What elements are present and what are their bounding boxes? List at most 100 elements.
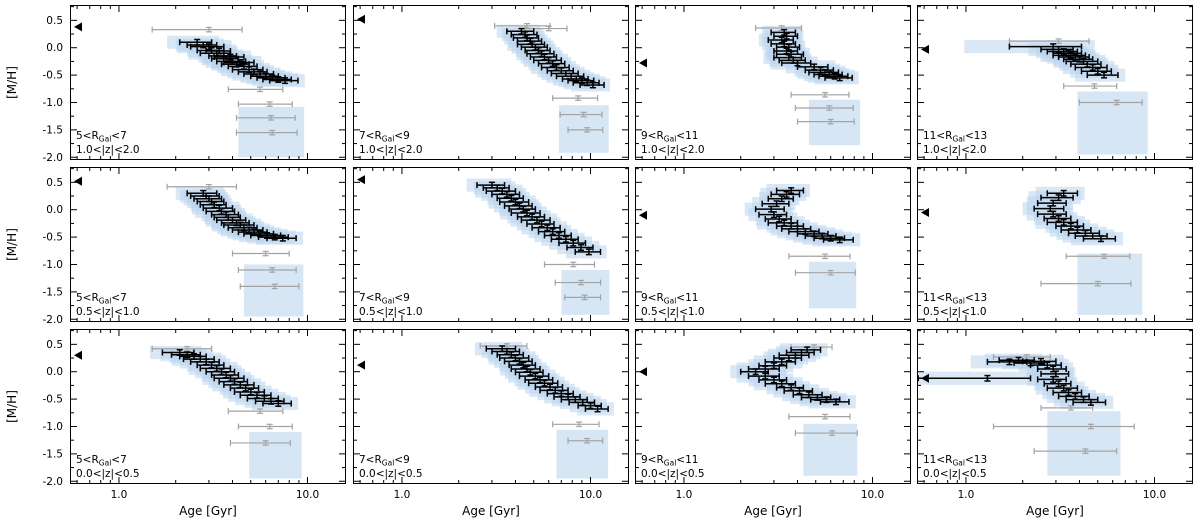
reference-arrow-icon — [639, 210, 647, 220]
data-point — [262, 399, 293, 407]
reference-arrow-icon — [74, 350, 82, 360]
panel-9<RGal<11-1.0<|z|<2.0: 9<RGal<111.0<|z|<2.0 — [635, 5, 911, 160]
data-point — [227, 86, 284, 93]
radius-bin-label: 11<RGal<13 — [923, 454, 987, 468]
data-point — [561, 75, 589, 83]
panel-9<RGal<11-0.5<|z|<1.0: 9<RGal<110.5<|z|<1.0 — [635, 167, 911, 322]
z-bin-label: 0.5<|z|<1.0 — [923, 306, 987, 318]
reference-arrow-icon — [921, 373, 929, 383]
panel-border — [635, 5, 911, 160]
x-tick-label: 10.0 — [296, 489, 319, 501]
radius-bin-label: 9<RGal<11 — [641, 292, 698, 306]
data-point — [566, 244, 594, 252]
data-point — [508, 205, 537, 213]
axis-ticks — [71, 330, 345, 483]
reference-arrow-icon — [921, 207, 929, 217]
data-point — [758, 211, 788, 219]
reference-arrow-icon — [74, 22, 82, 32]
data-point — [1040, 370, 1070, 378]
data-point — [1043, 380, 1072, 388]
data-point — [1055, 222, 1085, 230]
data-point — [1080, 67, 1113, 75]
data-point — [1040, 280, 1132, 287]
x-axis-title: Age [Gyr] — [744, 504, 802, 518]
data-point — [237, 266, 297, 273]
data-point — [524, 25, 568, 32]
data-point — [526, 220, 555, 228]
y-tick-label: 0.0 — [46, 204, 63, 216]
data-point — [558, 239, 587, 247]
panel-11<RGal<13-0.0<|z|<0.5: 1.0 10.0 Age [Gyr] 11<RGal<130.0<|z|<0.5 — [917, 329, 1193, 518]
reference-arrow-icon — [639, 367, 647, 377]
data-point — [503, 357, 533, 365]
panel-border — [70, 5, 346, 160]
data-point — [1082, 235, 1117, 243]
data-point — [552, 95, 599, 102]
data-point — [531, 224, 561, 232]
data-point — [229, 384, 260, 392]
data-point — [496, 194, 525, 202]
panel-border — [917, 167, 1193, 322]
radius-bin-label: 7<RGal<9 — [359, 292, 410, 306]
data-point — [764, 380, 797, 388]
data-point — [166, 183, 238, 190]
data-point — [986, 358, 1028, 366]
data-point — [550, 235, 579, 243]
uncertainty-box — [561, 269, 610, 315]
data-point — [223, 59, 255, 66]
data-point — [510, 209, 541, 217]
x-axis-title: Age [Gyr] — [179, 504, 237, 518]
data-point — [1008, 38, 1090, 45]
panel-7<RGal<9-0.5<|z|<1.0: 7<RGal<90.5<|z|<1.0 — [353, 167, 629, 322]
reference-arrow-icon — [921, 44, 929, 54]
data-point — [227, 408, 284, 415]
data-point — [508, 361, 537, 369]
data-point — [239, 283, 300, 290]
data-point — [1063, 83, 1118, 90]
data-point — [543, 231, 572, 239]
reference-arrow-icon — [357, 360, 365, 370]
panel-border — [353, 329, 629, 484]
y-tick-label: 0.5 — [46, 15, 63, 27]
radius-bin-label: 9<RGal<11 — [641, 130, 698, 144]
y-tick-label: -0.5 — [43, 394, 64, 406]
x-tick-label: 1.0 — [676, 489, 693, 501]
data-point — [151, 26, 243, 33]
panel-border — [70, 329, 346, 484]
data-point — [567, 437, 604, 444]
panel-border — [917, 329, 1193, 484]
x-tick-label: 1.0 — [394, 489, 411, 501]
data-point — [767, 195, 795, 203]
data-point — [518, 372, 550, 380]
axis-ticks — [636, 330, 910, 483]
data-point — [824, 74, 853, 82]
data-point — [268, 77, 299, 85]
data-point — [796, 118, 855, 125]
data-point — [1046, 384, 1079, 392]
y-axis-title: [M/H] — [5, 66, 19, 99]
axis-ticks — [636, 6, 910, 159]
panel-border — [635, 167, 911, 322]
data-point — [1036, 210, 1067, 218]
y-tick-label: 0.0 — [46, 366, 63, 378]
y-tick-label: -1.0 — [43, 259, 64, 271]
data-point — [235, 114, 296, 121]
data-point — [213, 53, 245, 61]
radius-bin-label: 5<RGal<7 — [76, 454, 127, 468]
reference-arrow-icon — [74, 176, 82, 186]
z-bin-label: 0.0<|z|<0.5 — [641, 468, 705, 480]
data-point — [510, 365, 541, 373]
data-point — [567, 126, 604, 133]
panel-border — [635, 329, 911, 484]
data-point — [790, 91, 850, 98]
data-point — [514, 368, 544, 376]
data-point — [491, 190, 521, 198]
radius-bin-label: 11<RGal<13 — [923, 130, 987, 144]
panel-11<RGal<13-0.5<|z|<1.0: 11<RGal<130.5<|z|<1.0 — [917, 167, 1193, 322]
x-tick-label: 1.0 — [958, 489, 975, 501]
panel-border — [917, 5, 1193, 160]
data-point — [770, 190, 801, 198]
axis-ticks — [918, 168, 1192, 321]
